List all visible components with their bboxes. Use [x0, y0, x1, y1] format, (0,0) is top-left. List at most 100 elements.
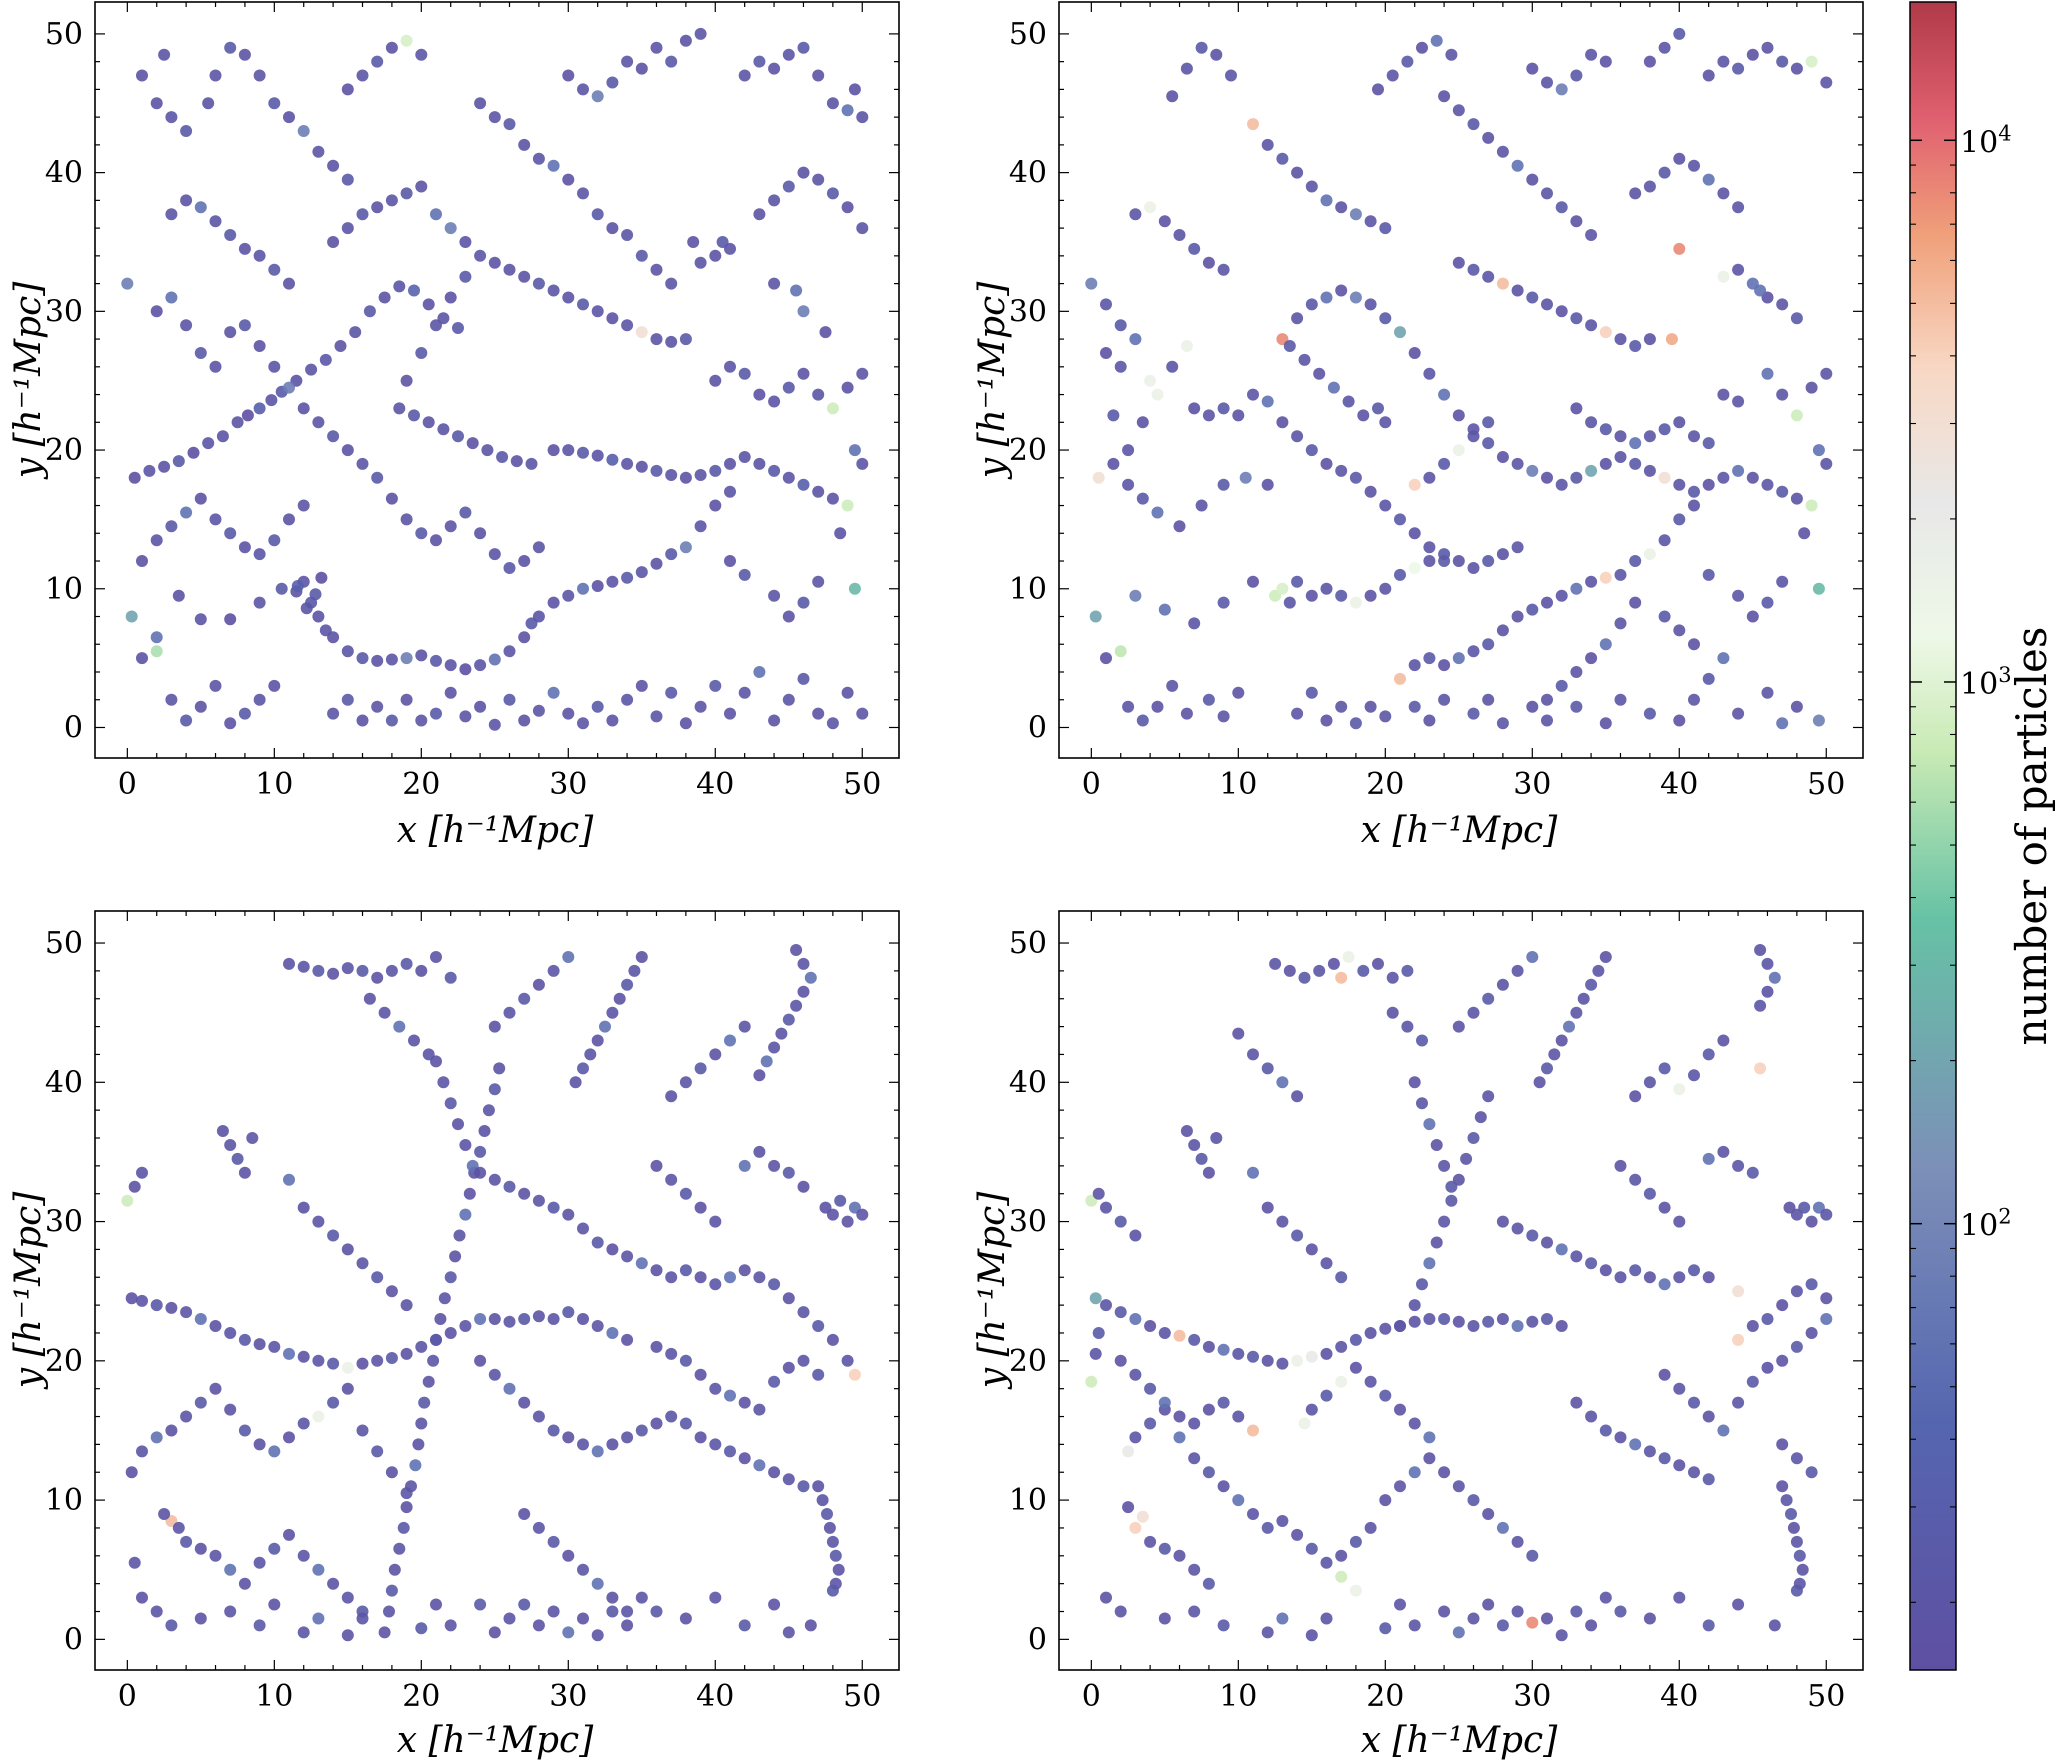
- scatter-point: [363, 992, 376, 1005]
- scatter-point: [782, 1473, 795, 1486]
- scatter-point: [1423, 652, 1436, 665]
- scatter-point: [136, 69, 148, 82]
- scatter-point: [452, 430, 464, 443]
- scatter-point: [452, 322, 464, 334]
- scatter-point: [165, 111, 178, 124]
- scatter-point: [385, 1584, 398, 1597]
- scatter-point: [1717, 1145, 1730, 1158]
- scatter-point: [848, 83, 861, 96]
- scatter-point: [562, 173, 575, 186]
- scatter-point: [532, 978, 545, 991]
- scatter-point: [709, 1591, 722, 1604]
- scatter-point: [1673, 1215, 1686, 1228]
- scatter-point: [297, 1549, 310, 1562]
- scatter-point: [1335, 464, 1348, 477]
- scatter-point: [1188, 242, 1201, 255]
- scatter-point: [1202, 1577, 1215, 1590]
- scatter-point: [1643, 707, 1656, 720]
- scatter-point: [1533, 1076, 1546, 1089]
- scatter-point: [1754, 1062, 1767, 1075]
- scatter-point: [1702, 437, 1715, 450]
- scatter-point: [768, 1375, 781, 1388]
- scatter-point: [341, 1243, 354, 1256]
- scatter-point: [1239, 471, 1252, 484]
- y-tick-label: 0: [64, 1622, 83, 1657]
- scatter-point: [518, 714, 531, 727]
- scatter-point: [1335, 201, 1348, 214]
- scatter-point: [128, 471, 141, 484]
- scatter-point: [1658, 610, 1671, 623]
- scatter-point: [312, 1612, 325, 1625]
- scatter-point: [665, 1410, 678, 1423]
- scatter-point: [1658, 1452, 1671, 1465]
- scatter-point: [1089, 1292, 1102, 1305]
- scatter-point: [415, 527, 428, 540]
- scatter-point: [768, 395, 781, 408]
- scatter-point: [577, 1313, 589, 1325]
- scatter-point: [738, 1159, 751, 1172]
- scatter-point: [804, 971, 817, 984]
- scatter-point: [797, 985, 810, 998]
- scatter-point: [1688, 638, 1700, 651]
- scatter-point: [444, 291, 457, 304]
- scatter-point: [665, 335, 678, 348]
- scatter-point: [1496, 277, 1509, 290]
- scatter-point: [400, 1501, 413, 1514]
- scatter-point: [297, 1201, 310, 1214]
- scatter-point: [1482, 555, 1495, 567]
- x-tick-label: 0: [118, 767, 137, 802]
- scatter-point: [606, 222, 619, 235]
- scatter-point: [209, 513, 222, 526]
- scatter-point: [577, 83, 589, 96]
- scatter-point: [1364, 215, 1377, 228]
- scatter-point: [1401, 55, 1414, 68]
- scatter-point: [1114, 1605, 1127, 1618]
- scatter-point: [1526, 951, 1539, 963]
- x-tick-label: 40: [696, 767, 734, 802]
- scatter-point: [371, 700, 384, 713]
- scatter-point: [532, 541, 545, 554]
- scatter-point: [856, 222, 869, 235]
- scatter-point: [1732, 263, 1745, 276]
- y-tick-label: 10: [45, 572, 83, 607]
- scatter-point: [1195, 41, 1208, 54]
- scatter-point: [812, 575, 825, 588]
- scatter-point: [1746, 1320, 1759, 1332]
- scatter-point: [194, 1396, 207, 1409]
- scatter-point: [1114, 1215, 1127, 1228]
- scatter-point: [1092, 1187, 1105, 1200]
- scatter-point: [738, 686, 751, 699]
- scatter-point: [826, 402, 839, 415]
- scatter-point: [1401, 1020, 1414, 1033]
- scatter-point: [694, 520, 707, 533]
- scatter-point: [1114, 360, 1127, 373]
- scatter-point: [503, 645, 516, 658]
- scatter-point: [621, 978, 634, 991]
- scatter-point: [283, 381, 295, 394]
- scatter-point: [856, 457, 869, 470]
- scatter-point: [1658, 471, 1671, 484]
- scatter-point: [1585, 464, 1598, 477]
- scatter-point: [488, 1313, 501, 1325]
- scatter-point: [547, 964, 560, 977]
- scatter-point: [150, 534, 163, 547]
- scatter-point: [415, 964, 428, 977]
- scatter-point: [562, 1431, 575, 1444]
- scatter-point: [1541, 1236, 1553, 1249]
- scatter-point: [1298, 1417, 1311, 1430]
- scatter-point: [1717, 1424, 1730, 1437]
- scatter-point: [474, 700, 487, 713]
- scatter-point: [1276, 582, 1289, 595]
- scatter-point: [1585, 1619, 1598, 1632]
- scatter-point: [1438, 1215, 1451, 1228]
- scatter-point: [385, 194, 398, 207]
- scatter-point: [738, 568, 751, 581]
- scatter-point: [1820, 367, 1833, 380]
- scatter-point: [474, 659, 487, 672]
- x-tick-label: 50: [1807, 1679, 1845, 1714]
- scatter-point: [665, 1271, 678, 1284]
- scatter-point: [400, 652, 413, 665]
- scatter-point: [253, 69, 266, 82]
- scatter-point: [812, 1480, 825, 1493]
- scatter-point: [1761, 596, 1774, 609]
